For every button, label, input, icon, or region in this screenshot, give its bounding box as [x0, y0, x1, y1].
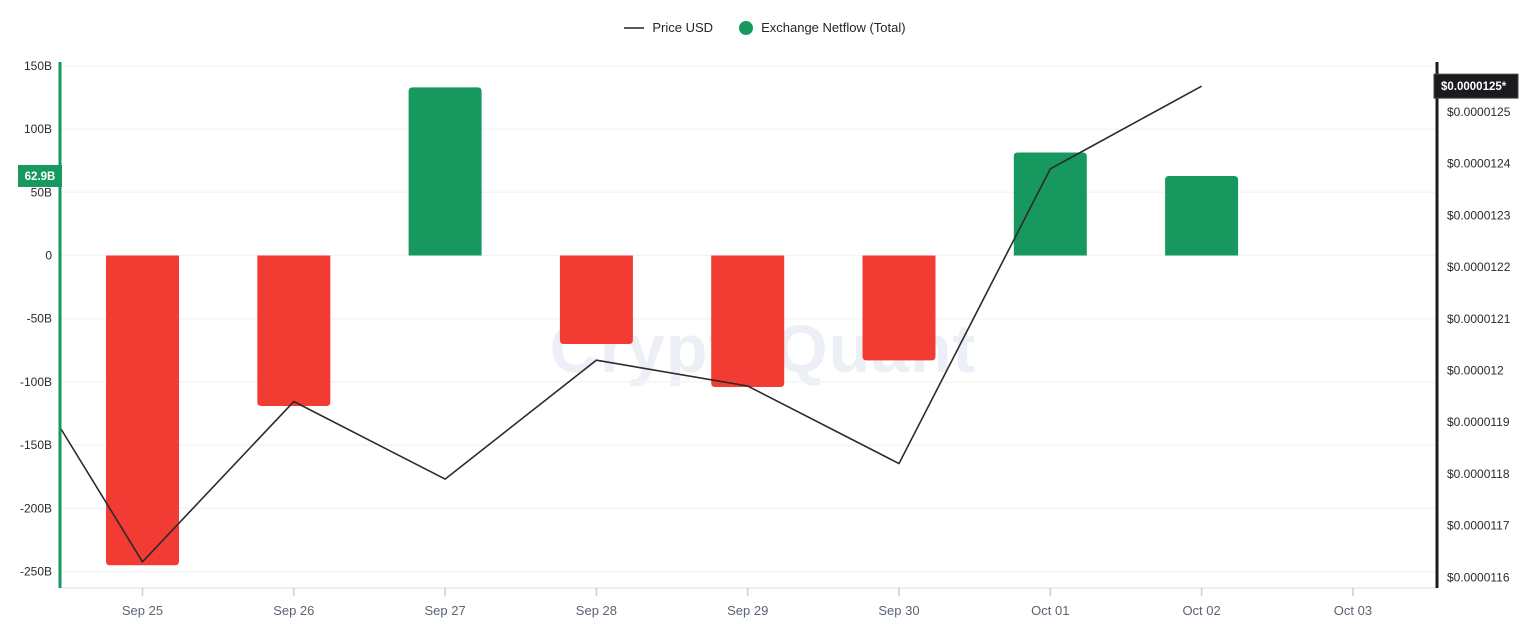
right-axis-tick-label: $0.0000124 — [1447, 157, 1511, 171]
x-tick-label: Oct 02 — [1182, 603, 1220, 618]
netflow-bar-sep-28[interactable] — [559, 255, 633, 345]
x-tick-label: Sep 25 — [122, 603, 163, 618]
right-axis-tick-label: $0.0000125 — [1447, 105, 1511, 119]
right-axis-tick-label: $0.0000122 — [1447, 260, 1511, 274]
left-axis-tick-label: 150B — [24, 59, 52, 73]
x-tick-label: Sep 26 — [273, 603, 314, 618]
x-tick-label: Sep 30 — [878, 603, 919, 618]
right-axis-tick-label: $0.0000123 — [1447, 208, 1511, 222]
price-line[interactable] — [59, 85, 1202, 563]
netflow-bar-sep-27[interactable] — [408, 87, 482, 256]
right-axis-tick-label: $0.0000118 — [1447, 467, 1510, 481]
left-axis-tick-label: 100B — [24, 122, 52, 136]
dot-swatch-icon — [739, 20, 754, 35]
left-axis-tick-label: 50B — [31, 185, 52, 199]
left-axis-tick-label: 0 — [45, 249, 52, 263]
line-swatch-icon — [624, 26, 645, 29]
x-tick-label: Oct 01 — [1031, 603, 1069, 618]
legend: Price USD Exchange Netflow (Total) — [0, 20, 1530, 35]
netflow-bar-sep-25[interactable] — [106, 255, 179, 566]
right-axis-tick-label: $0.0000119 — [1447, 415, 1510, 429]
right-axis-current-badge-label: $0.0000125* — [1441, 81, 1507, 93]
left-axis-tick-label: -250B — [20, 565, 52, 579]
right-axis-tick-label: $0.0000121 — [1447, 312, 1511, 326]
x-tick-label: Sep 27 — [424, 603, 465, 618]
right-axis-tick-label: $0.000012 — [1447, 364, 1504, 378]
x-tick-label: Sep 29 — [727, 603, 768, 618]
x-tick-label: Sep 28 — [576, 603, 617, 618]
left-axis-tick-label: -100B — [20, 375, 52, 389]
legend-item-price-usd[interactable]: Price USD — [624, 20, 713, 35]
left-axis-tick-label: -150B — [20, 438, 52, 452]
netflow-bar-oct-01[interactable] — [1013, 152, 1087, 256]
legend-label-price-usd: Price USD — [652, 20, 714, 35]
left-axis-current-badge — [18, 164, 62, 187]
right-axis-tick-label: $0.0000117 — [1447, 519, 1510, 533]
left-axis-tick-label: -200B — [20, 501, 52, 515]
left-axis-tick-label: -50B — [27, 312, 52, 326]
left-axis-current-badge-label: 62.9B — [25, 171, 56, 183]
netflow-bar-sep-30[interactable] — [862, 255, 936, 361]
right-axis-tick-label: $0.0000116 — [1447, 570, 1510, 584]
netflow-bar-sep-26[interactable] — [257, 255, 331, 406]
netflow-bar-sep-29[interactable] — [711, 255, 785, 387]
netflow-bar-oct-02[interactable] — [1165, 175, 1239, 256]
legend-item-exchange-netflow[interactable]: Exchange Netflow (Total) — [739, 20, 906, 35]
right-axis-current-badge — [1433, 73, 1519, 99]
x-tick-label: Oct 03 — [1334, 603, 1372, 618]
legend-label-exchange-netflow: Exchange Netflow (Total) — [761, 20, 906, 35]
